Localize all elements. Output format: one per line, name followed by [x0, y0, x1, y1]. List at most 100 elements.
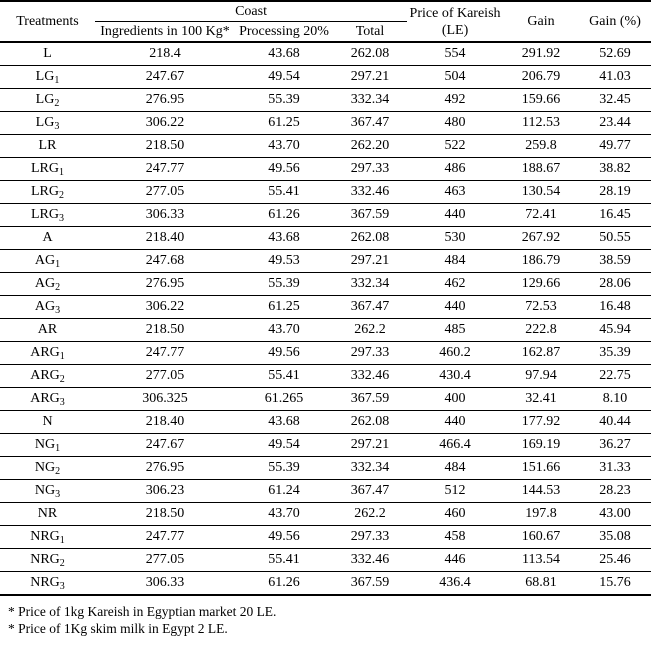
- header-row-1: Treatments Coast Price of Kareish (LE) G…: [0, 1, 651, 43]
- value-cell: 259.8: [503, 134, 580, 158]
- value-cell: 247.77: [95, 341, 235, 365]
- treatment-cell: NRG2: [0, 548, 95, 572]
- value-cell: 522: [407, 134, 504, 158]
- header-row-2: Ingredients in 100 Kg* Processing 20% To…: [0, 21, 651, 43]
- treatment-subscript: 1: [54, 75, 60, 86]
- value-cell: 23.44: [579, 111, 651, 135]
- value-cell: 177.92: [503, 410, 580, 434]
- treatment-cell: LG1: [0, 65, 95, 89]
- col-header-treatments: Treatments: [0, 1, 95, 43]
- treatment-subscript: 3: [59, 397, 65, 408]
- value-cell: 129.66: [503, 272, 580, 296]
- value-cell: 218.4: [95, 42, 235, 66]
- treatment-cell: ARG1: [0, 341, 95, 365]
- table-row: LG3 306.22 61.25 367.47 480 112.53 23.44: [0, 111, 651, 135]
- value-cell: 206.79: [503, 65, 580, 89]
- value-cell: 332.46: [333, 548, 408, 572]
- value-cell: 247.68: [95, 249, 235, 273]
- value-cell: 297.33: [333, 341, 408, 365]
- treatments-cost-gain-table: Treatments Coast Price of Kareish (LE) G…: [0, 0, 651, 596]
- value-cell: 492: [407, 88, 504, 112]
- footnote-kareish-price: * Price of 1kg Kareish in Egyptian marke…: [8, 604, 277, 619]
- value-cell: 367.47: [333, 111, 408, 135]
- value-cell: 16.45: [579, 203, 651, 227]
- table-row: AG1 247.68 49.53 297.21 484 186.79 38.59: [0, 249, 651, 273]
- value-cell: 485: [407, 318, 504, 342]
- value-cell: 463: [407, 180, 504, 204]
- treatment-cell: NG2: [0, 456, 95, 480]
- value-cell: 480: [407, 111, 504, 135]
- value-cell: 400: [407, 387, 504, 411]
- value-cell: 367.59: [333, 387, 408, 411]
- value-cell: 367.59: [333, 571, 408, 596]
- treatment-subscript: 1: [59, 535, 65, 546]
- value-cell: 61.265: [235, 387, 333, 411]
- value-cell: 262.2: [333, 502, 408, 526]
- value-cell: 458: [407, 525, 504, 549]
- treatment-subscript: 3: [55, 305, 61, 316]
- value-cell: 55.39: [235, 272, 333, 296]
- value-cell: 49.56: [235, 525, 333, 549]
- table-row: ARG2 277.05 55.41 332.46 430.4 97.94 22.75: [0, 364, 651, 388]
- value-cell: 460: [407, 502, 504, 526]
- value-cell: 197.8: [503, 502, 580, 526]
- value-cell: 436.4: [407, 571, 504, 596]
- value-cell: 22.75: [579, 364, 651, 388]
- value-cell: 332.34: [333, 88, 408, 112]
- value-cell: 262.2: [333, 318, 408, 342]
- table-row: LRG1 247.77 49.56 297.33 486 188.67 38.82: [0, 157, 651, 181]
- treatment-cell: LG3: [0, 111, 95, 135]
- value-cell: 297.33: [333, 157, 408, 181]
- table-row: ARG1 247.77 49.56 297.33 460.2 162.87 35.39: [0, 341, 651, 365]
- value-cell: 277.05: [95, 364, 235, 388]
- treatment-cell: LRG1: [0, 157, 95, 181]
- value-cell: 43.68: [235, 410, 333, 434]
- value-cell: 267.92: [503, 226, 580, 250]
- value-cell: 159.66: [503, 88, 580, 112]
- value-cell: 512: [407, 479, 504, 503]
- value-cell: 332.46: [333, 364, 408, 388]
- value-cell: 291.92: [503, 42, 580, 66]
- value-cell: 43.70: [235, 318, 333, 342]
- value-cell: 55.39: [235, 456, 333, 480]
- value-cell: 31.33: [579, 456, 651, 480]
- treatment-cell: NG1: [0, 433, 95, 457]
- treatment-cell: NRG3: [0, 571, 95, 596]
- value-cell: 61.25: [235, 111, 333, 135]
- table-row: NRG3 306.33 61.26 367.59 436.4 68.81 15.76: [0, 571, 651, 596]
- value-cell: 49.56: [235, 157, 333, 181]
- value-cell: 306.22: [95, 295, 235, 319]
- value-cell: 38.59: [579, 249, 651, 273]
- value-cell: 484: [407, 456, 504, 480]
- treatment-cell: AR: [0, 318, 95, 342]
- value-cell: 72.53: [503, 295, 580, 319]
- treatment-subscript: 2: [59, 558, 65, 569]
- table-row: N 218.40 43.68 262.08 440 177.92 40.44: [0, 410, 651, 434]
- value-cell: 367.59: [333, 203, 408, 227]
- value-cell: 49.53: [235, 249, 333, 273]
- col-header-ingredients: Ingredients in 100 Kg*: [95, 21, 235, 43]
- footnote-skim-milk-price: * Price of 1Kg skim milk in Egypt 2 LE.: [8, 621, 228, 636]
- table-row: LR 218.50 43.70 262.20 522 259.8 49.77: [0, 134, 651, 158]
- value-cell: 8.10: [579, 387, 651, 411]
- treatment-cell: AG3: [0, 295, 95, 319]
- treatment-cell: LRG2: [0, 180, 95, 204]
- treatment-cell: AG1: [0, 249, 95, 273]
- value-cell: 186.79: [503, 249, 580, 273]
- col-header-price-of-kareish: Price of Kareish (LE): [407, 1, 504, 43]
- treatment-cell: NRG1: [0, 525, 95, 549]
- value-cell: 41.03: [579, 65, 651, 89]
- treatment-cell: A: [0, 226, 95, 250]
- value-cell: 61.25: [235, 295, 333, 319]
- value-cell: 43.70: [235, 502, 333, 526]
- value-cell: 247.67: [95, 433, 235, 457]
- table-row: LRG2 277.05 55.41 332.46 463 130.54 28.19: [0, 180, 651, 204]
- table-row: AR 218.50 43.70 262.2 485 222.8 45.94: [0, 318, 651, 342]
- value-cell: 554: [407, 42, 504, 66]
- treatment-subscript: 1: [59, 351, 65, 362]
- value-cell: 169.19: [503, 433, 580, 457]
- value-cell: 162.87: [503, 341, 580, 365]
- value-cell: 262.20: [333, 134, 408, 158]
- value-cell: 367.47: [333, 295, 408, 319]
- treatment-cell: LG2: [0, 88, 95, 112]
